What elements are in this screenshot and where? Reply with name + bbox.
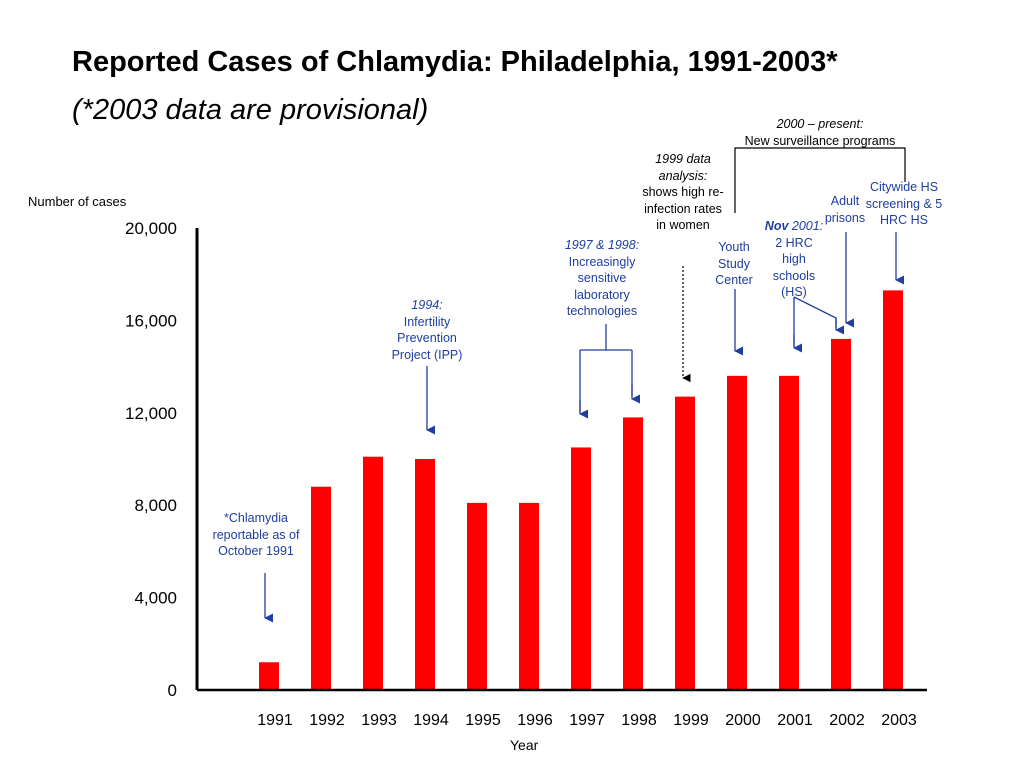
lab-bracket bbox=[579, 324, 633, 412]
annotation-analysis: 1999 data analysis: shows high re-infect… bbox=[641, 151, 725, 234]
annotation-ipp-year: 1994: bbox=[411, 298, 443, 312]
x-tick-label-1997: 1997 bbox=[569, 712, 605, 729]
y-tick-label-4000: 4,000 bbox=[134, 589, 177, 608]
annotation-surveillance-year: 2000 – present: bbox=[776, 117, 864, 131]
x-tick-label-1994: 1994 bbox=[413, 712, 449, 729]
bar-1992 bbox=[311, 486, 331, 690]
chart-title: Reported Cases of Chlamydia: Philadelphi… bbox=[72, 46, 838, 78]
annotation-nov-text: 2 HRC high schools (HS) bbox=[772, 235, 816, 300]
bar-1994 bbox=[415, 459, 435, 690]
annotation-surveillance-text: New surveillance programs bbox=[744, 133, 896, 148]
annotation-nov-year: 2001: bbox=[791, 219, 824, 233]
chart-subtitle: (*2003 data are provisional) bbox=[72, 94, 429, 126]
y-tick-label-16000: 16,000 bbox=[125, 311, 177, 330]
bar-2002 bbox=[831, 338, 851, 690]
y-tick-label-20000: 20,000 bbox=[125, 219, 177, 238]
annotation-lab-year: 1997 & 1998: bbox=[564, 238, 640, 252]
annotation-ipp-text: Infertility Prevention Project (IPP) bbox=[391, 314, 463, 362]
bar-1995 bbox=[467, 502, 487, 690]
annotation-surveillance: 2000 – present: New surveillance program… bbox=[722, 116, 918, 149]
x-tick-label-1996: 1996 bbox=[517, 712, 553, 729]
bar-2000 bbox=[727, 375, 747, 690]
annotation-reportable: *Chlamydia reportable as of October 1991 bbox=[212, 511, 300, 558]
y-tick-label-8000: 8,000 bbox=[134, 496, 177, 515]
x-tick-label-1995: 1995 bbox=[465, 712, 501, 729]
x-tick-label-1991: 1991 bbox=[257, 712, 293, 729]
x-tick-label-2000: 2000 bbox=[725, 712, 761, 729]
x-tick-label-1992: 1992 bbox=[309, 712, 345, 729]
annotation-adult: Adult prisons bbox=[824, 194, 866, 225]
bar-1998 bbox=[623, 417, 643, 690]
y-tick-label-0: 0 bbox=[168, 681, 177, 700]
annotation-lab: 1997 & 1998: Increasingly sensitive labo… bbox=[554, 237, 650, 320]
bar-1996 bbox=[519, 502, 539, 690]
x-tick-label-1998: 1998 bbox=[621, 712, 657, 729]
annotation-youth: Youth Study Center bbox=[715, 240, 753, 287]
annotation-ipp: 1994: Infertility Prevention Project (IP… bbox=[377, 297, 477, 363]
x-tick-label-1999: 1999 bbox=[673, 712, 709, 729]
annotation-analysis-text: shows high re-infection rates in women bbox=[642, 185, 724, 232]
y-axis-label: Number of cases bbox=[28, 194, 127, 209]
bar-2003 bbox=[883, 290, 903, 690]
annotation-citywide: Citywide HS screening & 5 HRC HS bbox=[865, 180, 943, 227]
x-tick-label-2001: 2001 bbox=[777, 712, 813, 729]
annotation-nov-month: Nov bbox=[764, 219, 789, 233]
bar-1997 bbox=[571, 447, 591, 690]
bar-1993 bbox=[363, 456, 383, 690]
annotation-analysis-year: 1999 data analysis: bbox=[655, 152, 711, 183]
surveillance-bracket bbox=[734, 147, 906, 213]
bar-1999 bbox=[675, 396, 695, 690]
x-axis-label: Year bbox=[510, 737, 539, 753]
x-tick-label-2002: 2002 bbox=[829, 712, 865, 729]
nov-bracket bbox=[793, 296, 837, 346]
bar-1991 bbox=[259, 662, 279, 690]
x-tick-label-2003: 2003 bbox=[881, 712, 917, 729]
annotation-nov: Nov 2001: 2 HRC high schools (HS) bbox=[760, 218, 828, 301]
annotation-lab-text: Increasingly sensitive laboratory techno… bbox=[566, 254, 638, 319]
bar-2001 bbox=[779, 375, 799, 690]
y-tick-label-12000: 12,000 bbox=[125, 404, 177, 423]
x-tick-label-1993: 1993 bbox=[361, 712, 397, 729]
